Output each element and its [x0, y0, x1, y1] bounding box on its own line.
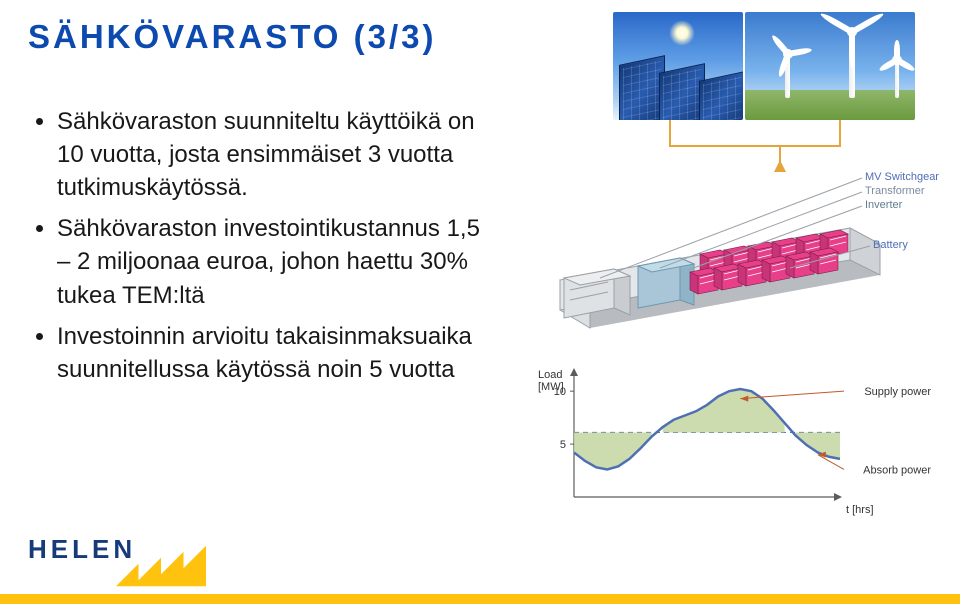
- label-battery: Battery: [873, 239, 908, 251]
- solar-image: [613, 12, 743, 120]
- wind-image: [745, 12, 915, 120]
- svg-text:Load: Load: [538, 369, 562, 381]
- label-mv-switchgear: MV Switchgear: [865, 171, 939, 183]
- slide-title: SÄHKÖVARASTO (3/3): [28, 18, 437, 56]
- bullet-item: Sähkövaraston investointikustannus 1,5 –…: [57, 212, 495, 311]
- svg-text:5: 5: [560, 439, 566, 451]
- bullet-list: Sähkövaraston suunniteltu käyttöikä on 1…: [35, 105, 495, 394]
- brand-chevrons: [116, 528, 236, 592]
- battery-diagram: MV Switchgear Transformer Inverter Batte…: [530, 150, 935, 350]
- footer-band: [0, 594, 960, 604]
- label-transformer: Transformer: [865, 185, 925, 197]
- svg-text:[MW]: [MW]: [538, 381, 564, 393]
- svg-text:Absorb power: Absorb power: [863, 464, 931, 476]
- load-chart: 510Load[MW]t [hrs]Supply powerAbsorb pow…: [530, 360, 935, 525]
- svg-text:t [hrs]: t [hrs]: [846, 504, 874, 516]
- slide: SÄHKÖVARASTO (3/3) Sähkövaraston suunnit…: [0, 0, 960, 604]
- bullet-item: Sähkövaraston suunniteltu käyttöikä on 1…: [57, 105, 495, 204]
- bullet-item: Investoinnin arvioitu takaisinmaksuaika …: [57, 320, 495, 386]
- label-inverter: Inverter: [865, 199, 902, 211]
- svg-text:Supply power: Supply power: [864, 386, 931, 398]
- header-images: [575, 12, 925, 132]
